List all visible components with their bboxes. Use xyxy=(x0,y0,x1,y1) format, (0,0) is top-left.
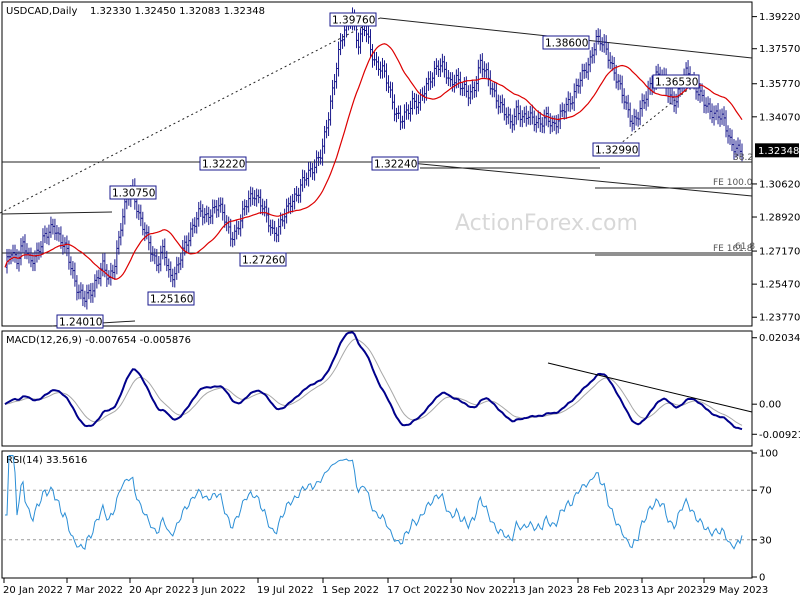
current-price-marker: 1.32348 xyxy=(755,143,799,158)
moving-average-line xyxy=(4,43,743,280)
macd-main-line xyxy=(4,331,743,431)
macd-panel-title: MACD(12,26,9) -0.007654 -0.005876 xyxy=(6,335,191,346)
swing-label: 1.32220 xyxy=(202,159,245,171)
rsi-line xyxy=(5,455,743,551)
price-y-tick-label: 1.34070 xyxy=(759,112,800,123)
swing-label: 1.24010 xyxy=(59,317,102,329)
rsi-y-tick-label: 70 xyxy=(759,486,772,497)
macd-trendline xyxy=(547,362,753,413)
price-y-tick-label: 1.28920 xyxy=(759,213,800,224)
swing-label-box xyxy=(199,156,247,171)
x-tick-label: 30 Nov 2022 xyxy=(450,585,514,596)
fib-annotation: FE 100.0 xyxy=(713,178,753,188)
x-tick-label: 20 Apr 2022 xyxy=(129,585,191,596)
macd-panel-frame xyxy=(1,330,753,447)
price-y-tick-label: 1.39220 xyxy=(759,12,800,23)
rsi-y-axis: 100 70 30 0 xyxy=(752,449,778,584)
time-x-axis: 20 Jan 2022 7 Mar 2022 20 Apr 2022 3 Jun 20… xyxy=(3,578,768,596)
fib-annotation: FE 161.8 xyxy=(713,244,753,254)
ohlc-header: 1.32330 1.32450 1.32083 1.32348 xyxy=(90,6,265,17)
x-tick-label: 29 May 2023 xyxy=(703,585,768,596)
x-tick-label: 3 Jun 2022 xyxy=(192,585,246,596)
price-panel-title: USDCAD,Daily xyxy=(6,6,77,17)
rsi-panel-frame xyxy=(1,450,753,579)
price-y-tick-label: 1.25470 xyxy=(759,280,800,291)
swing-label-box xyxy=(56,314,104,329)
macd-y-tick-label: -0.009215 xyxy=(759,430,800,441)
fib-annotation: 61.8 xyxy=(735,242,755,252)
macd-y-axis: 0.020349 0.00 -0.009215 xyxy=(752,333,800,441)
rsi-panel: RSI(14) 33.5616 100 70 30 0 xyxy=(1,449,778,584)
current-price-box xyxy=(755,143,799,158)
x-tick-label: 1 Sep 2022 xyxy=(322,585,379,596)
current-price-label: 1.32348 xyxy=(758,146,799,157)
swing-label-box xyxy=(239,252,287,267)
swing-label-box xyxy=(592,142,640,157)
swing-label: 1.30750 xyxy=(112,188,155,200)
x-tick-label: 19 Jul 2022 xyxy=(257,585,314,596)
swing-label-box xyxy=(147,291,195,306)
macd-y-tick-label: 0.00 xyxy=(759,400,781,411)
x-tick-label: 13 Jan 2023 xyxy=(513,585,573,596)
watermark: ActionForex.com xyxy=(455,211,638,236)
swing-label: 1.27260 xyxy=(242,255,285,267)
candles xyxy=(5,7,744,310)
rsi-y-tick-label: 30 xyxy=(759,535,772,546)
swing-label: 1.32240 xyxy=(374,159,417,171)
macd-signal-line xyxy=(4,338,743,426)
x-tick-label: 20 Jan 2022 xyxy=(3,585,63,596)
price-trendline xyxy=(1,211,113,215)
swing-label-box xyxy=(109,185,157,200)
price-y-tick-label: 1.27170 xyxy=(759,247,800,258)
swing-label-box xyxy=(542,35,590,50)
x-tick-label: 13 Apr 2023 xyxy=(641,585,703,596)
price-panel-frame xyxy=(1,1,753,327)
macd-panel: MACD(12,26,9) -0.007654 -0.005876 0.0203… xyxy=(1,330,800,447)
swing-label: 1.25160 xyxy=(150,294,193,306)
price-y-tick-label: 1.37570 xyxy=(759,44,800,55)
price-trendline xyxy=(379,159,753,197)
price-y-tick-label: 1.30620 xyxy=(759,179,800,190)
rsi-y-tick-label: 100 xyxy=(759,449,778,460)
swing-label-box xyxy=(652,74,700,89)
x-tick-label: 28 Feb 2023 xyxy=(577,585,639,596)
fib-annotation: 38.2 xyxy=(733,153,753,163)
price-trendline xyxy=(614,79,701,149)
price-y-tick-label: 1.23770 xyxy=(759,313,800,324)
swing-labels: 1.39760 1.38600 1.36530 1.32220 1.32240 1.329… xyxy=(56,12,755,329)
swing-label: 1.38600 xyxy=(545,38,588,50)
price-panel: USDCAD,Daily 1.32330 1.32450 1.32083 1.3… xyxy=(0,1,800,329)
swing-label-box xyxy=(371,156,419,171)
swing-label: 1.32990 xyxy=(595,145,638,157)
price-y-tick-label: 1.35770 xyxy=(759,79,800,90)
rsi-panel-title: RSI(14) 33.5616 xyxy=(6,455,87,466)
price-y-axis: 1.39220 1.37570 1.35770 1.34070 1.30620 1.289… xyxy=(752,12,800,324)
swing-label: 1.39760 xyxy=(332,15,375,27)
price-trendline xyxy=(0,17,381,214)
x-tick-label: 17 Oct 2022 xyxy=(387,585,449,596)
rsi-y-tick-label: 0 xyxy=(759,573,765,584)
x-tick-label: 7 Mar 2022 xyxy=(66,585,123,596)
macd-y-tick-label: 0.020349 xyxy=(759,333,800,344)
swing-label: 1.36530 xyxy=(655,77,698,89)
swing-label-box xyxy=(329,12,377,27)
